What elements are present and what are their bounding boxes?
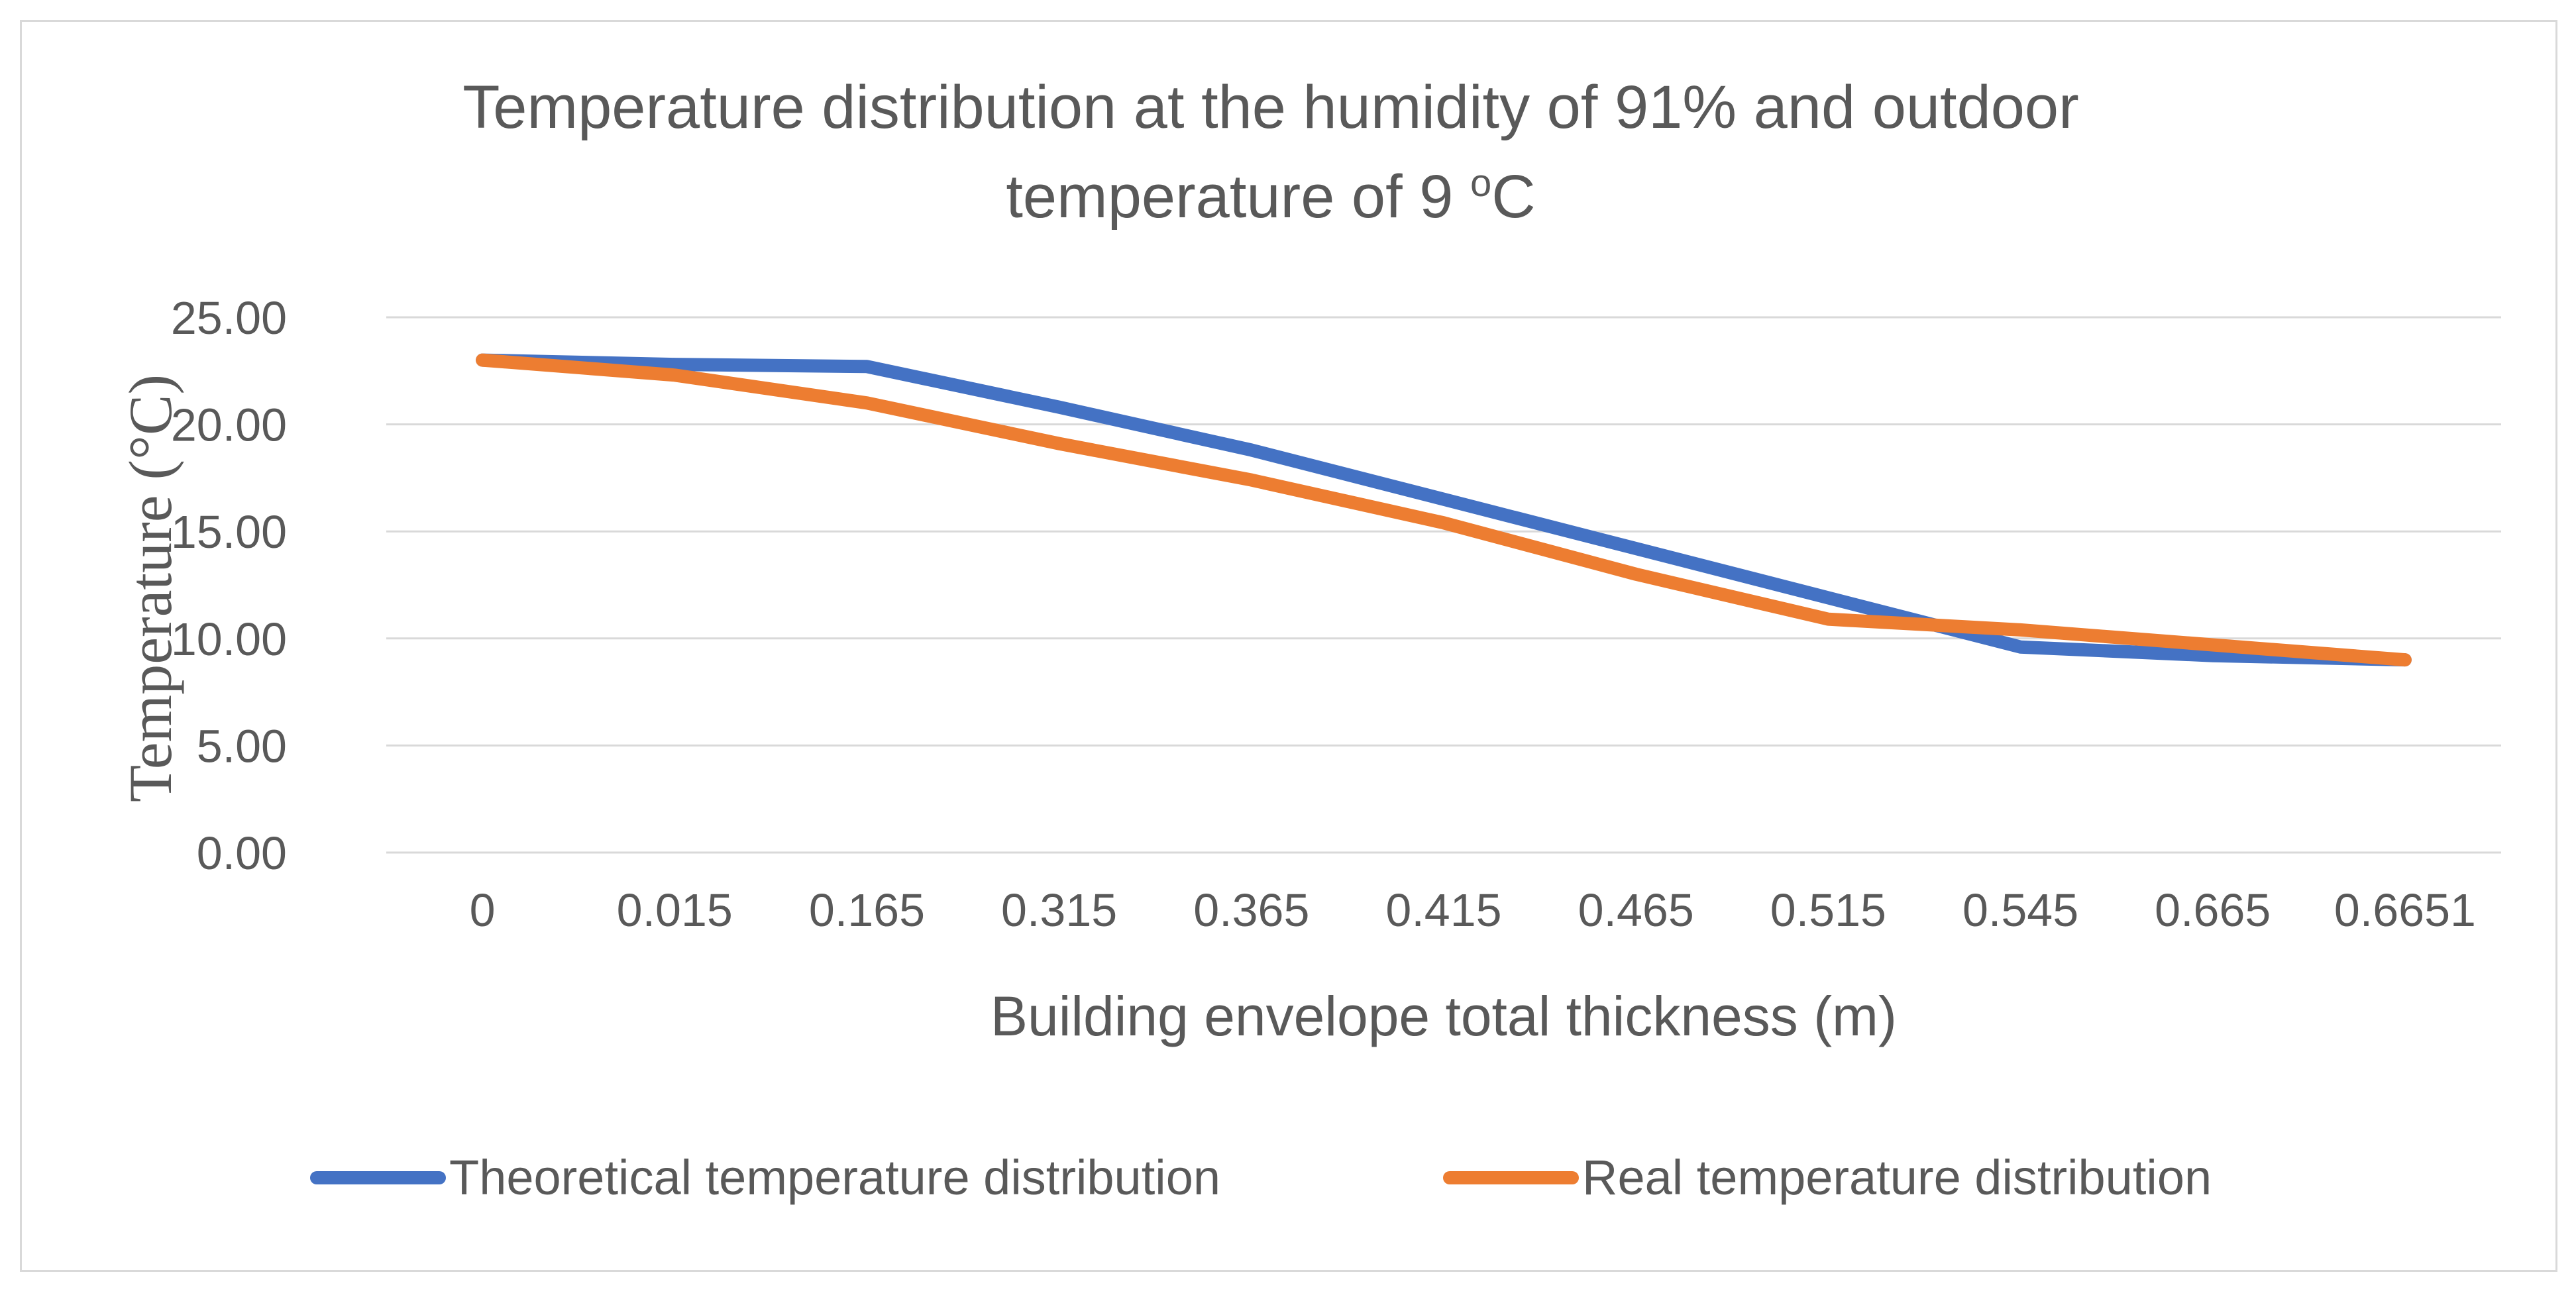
- chart-title-line-1: Temperature distribution at the humidity…: [462, 74, 2078, 141]
- x-tick-label: 0.315: [1001, 884, 1117, 936]
- x-tick-label: 0.515: [1770, 884, 1886, 936]
- chart-title-unit: C: [1491, 163, 1535, 231]
- y-axis-ticks: 0.00 5.00 10.00 15.00 20.00 25.00: [171, 292, 287, 879]
- legend-label-real: Real temperature distribution: [1582, 1150, 2212, 1205]
- x-tick-label: 0.665: [2155, 884, 2271, 936]
- chart-frame: Temperature distribution at the humidity…: [20, 20, 2557, 1272]
- series-line-theoretical: [476, 353, 2412, 667]
- x-tick-label: 0.015: [617, 884, 733, 936]
- x-tick-label: 0.365: [1193, 884, 1309, 936]
- x-tick-label: 0.415: [1385, 884, 1501, 936]
- x-axis-ticks: 0 0.015 0.165 0.315 0.365 0.415 0.465 0.515 0.54…: [470, 884, 2476, 936]
- x-tick-label: 0.545: [1962, 884, 2078, 936]
- x-tick-label: 0: [470, 884, 496, 936]
- x-tick-label: 0.465: [1578, 884, 1694, 936]
- chart-title-degree-sup: o: [1470, 162, 1491, 205]
- y-axis-label: Temperature (°C): [117, 374, 184, 802]
- series-line-real: [476, 353, 2412, 667]
- series-lines: [476, 353, 2412, 667]
- chart-title-temperature: temperature of 9: [1006, 163, 1470, 231]
- x-tick-label: 0.6651: [2334, 884, 2476, 936]
- y-tick-label: 15.00: [171, 506, 287, 558]
- legend-label-theoretical: Theoretical temperature distribution: [449, 1150, 1220, 1205]
- gridlines: [386, 316, 2501, 854]
- y-tick-label: 10.00: [171, 613, 287, 665]
- line-chart: Temperature distribution at the humidity…: [117, 74, 2501, 1205]
- y-tick-label: 5.00: [197, 720, 287, 772]
- x-axis-label: Building envelope total thickness (m): [991, 985, 1897, 1047]
- x-tick-label: 0.165: [809, 884, 925, 936]
- y-tick-label: 0.00: [197, 827, 287, 879]
- chart-title-line-2: temperature of 9 oC: [1006, 162, 1535, 231]
- legend: Theoretical temperature distribution Rea…: [310, 1150, 2212, 1205]
- y-tick-label: 20.00: [171, 399, 287, 451]
- y-tick-label: 25.00: [171, 292, 287, 344]
